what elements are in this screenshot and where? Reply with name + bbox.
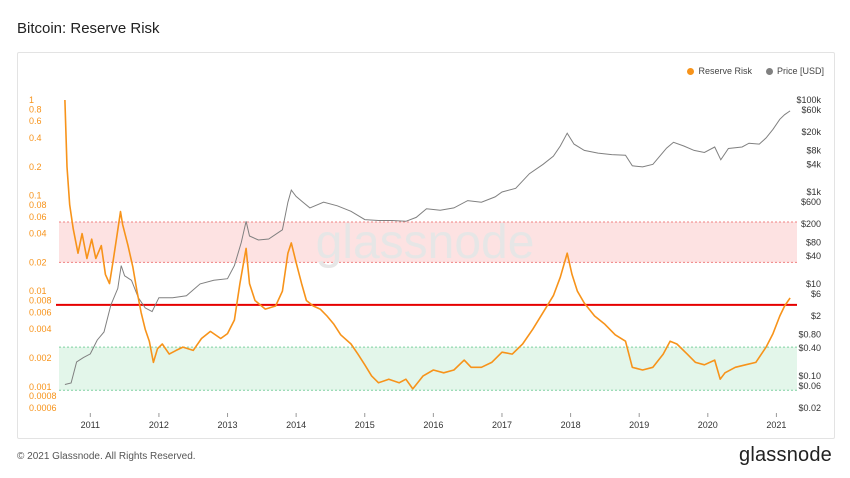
- legend-item-price[interactable]: Price [USD]: [765, 66, 824, 76]
- x-axis-tick-label: 2021: [766, 420, 786, 430]
- x-axis: 2011 2012 2013 2014 2015 2016 2017 2018 2019 2020…: [81, 413, 786, 430]
- right-axis-tick-label: $8k: [806, 145, 821, 155]
- glassnode-logo: glassnode: [739, 444, 832, 466]
- right-axis-tick-label: $200: [801, 219, 821, 229]
- right-axis-tick-label: $0.40: [798, 343, 821, 353]
- right-axis-tick-label: $0.06: [798, 381, 821, 391]
- right-axis-tick-label: $40: [806, 251, 821, 261]
- reserve-risk-legend-dot-icon: [687, 67, 695, 75]
- price-legend-dot-icon: [765, 67, 773, 75]
- left-axis-tick-label: 0.0006: [29, 403, 57, 413]
- x-axis-tick-label: 2013: [218, 420, 238, 430]
- lower-band-rect: [59, 347, 797, 391]
- left-axis-tick-label: 0.001: [29, 382, 52, 392]
- right-axis-tick-label: $0.80: [798, 329, 821, 339]
- right-axis-tick-label: $1k: [806, 187, 821, 197]
- left-axis-tick-label: 0.6: [29, 116, 42, 126]
- x-axis-tick-label: 2017: [492, 420, 512, 430]
- right-axis-tick-label: $20k: [801, 127, 821, 137]
- left-axis-tick-label: 0.04: [29, 229, 47, 239]
- right-axis-tick-label: $2: [811, 311, 821, 321]
- watermark-text: glassnode: [316, 216, 535, 269]
- chart-legend: Reserve Risk Price [USD]: [687, 66, 824, 76]
- x-axis-tick-label: 2012: [149, 420, 169, 430]
- legend-label-price: Price [USD]: [776, 66, 824, 76]
- price-series-line: [64, 110, 791, 385]
- left-axis-tick-label: 0.8: [29, 104, 42, 114]
- right-axis-tick-label: $6: [811, 289, 821, 299]
- x-axis-tick-label: 2014: [286, 420, 306, 430]
- left-axis-tick-label: 0.008: [29, 295, 52, 305]
- reserve-risk-series-line: [64, 99, 791, 390]
- x-axis-tick-label: 2019: [629, 420, 649, 430]
- left-axis-tick-label: 0.08: [29, 200, 47, 210]
- x-axis-tick-label: 2020: [698, 420, 718, 430]
- x-axis-tick-label: 2018: [561, 420, 581, 430]
- left-axis-tick-label: 1: [29, 95, 34, 105]
- left-axis-tick-label: 0.02: [29, 257, 47, 267]
- right-axis-tick-label: $60k: [801, 105, 821, 115]
- x-axis-tick-label: 2011: [81, 420, 100, 430]
- right-axis-tick-label: $4k: [806, 159, 821, 169]
- left-axis: 10.80.60.40.20.10.080.060.040.020.010.00…: [29, 95, 57, 413]
- right-axis-tick-label: $80: [806, 237, 821, 247]
- upper-band-rect: [59, 221, 797, 263]
- band-layer: [59, 221, 797, 391]
- price-series-layer: [64, 110, 791, 385]
- page-title: Bitcoin: Reserve Risk: [17, 20, 160, 37]
- right-axis-tick-label: $600: [801, 197, 821, 207]
- left-axis-tick-label: 0.0008: [29, 391, 57, 401]
- left-axis-tick-label: 0.06: [29, 212, 47, 222]
- left-axis-tick-label: 0.2: [29, 162, 42, 172]
- legend-item-reserve-risk[interactable]: Reserve Risk: [687, 66, 752, 76]
- left-axis-tick-label: 0.006: [29, 307, 52, 317]
- x-axis-tick-label: 2016: [423, 420, 443, 430]
- left-axis-tick-label: 0.01: [29, 286, 47, 296]
- right-axis-tick-label: $100k: [796, 95, 821, 105]
- copyright-footer: © 2021 Glassnode. All Rights Reserved.: [17, 451, 196, 462]
- left-axis-tick-label: 0.4: [29, 133, 42, 143]
- right-axis-tick-label: $10: [806, 279, 821, 289]
- right-axis-tick-label: $0.10: [798, 371, 821, 381]
- left-axis-tick-label: 0.1: [29, 191, 42, 201]
- reserve-risk-series-layer: [64, 99, 791, 390]
- legend-label-reserve-risk: Reserve Risk: [698, 66, 752, 76]
- right-axis-tick-label: $0.02: [798, 403, 821, 413]
- right-axis: $100k$60k$20k$8k$4k$1k$600$200$80$40$10$…: [796, 95, 821, 413]
- left-axis-tick-label: 0.002: [29, 353, 52, 363]
- x-axis-tick-label: 2015: [355, 420, 375, 430]
- left-axis-tick-label: 0.004: [29, 324, 52, 334]
